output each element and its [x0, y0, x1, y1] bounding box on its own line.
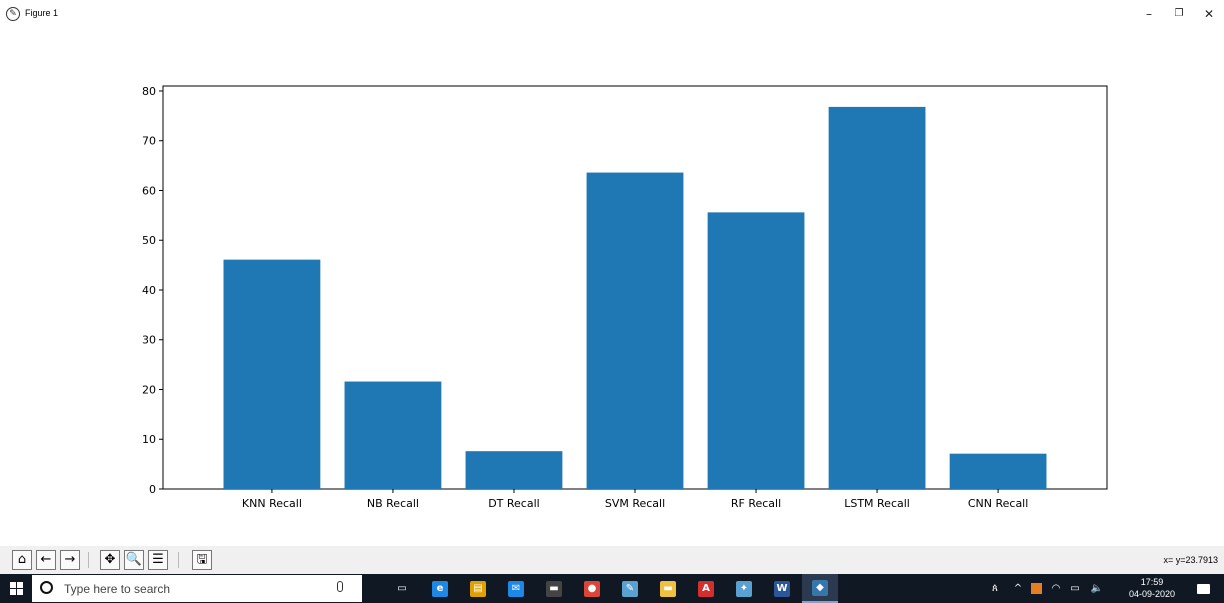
tray-orange-app-icon	[1030, 582, 1042, 594]
matplotlib-toolbar: ⌂ ← → ✥ 🔍 ☰ 🖫 x= y=23.7913	[0, 546, 1224, 574]
y-tick-label: 70	[142, 135, 156, 148]
x-tick-label: DT Recall	[488, 497, 540, 510]
people-icon[interactable]: ጰ	[992, 583, 998, 594]
microphone-icon[interactable]	[337, 581, 343, 592]
cursor-coordinates: x= y=23.7913	[1163, 555, 1218, 565]
window-title: Figure 1	[25, 8, 59, 18]
save-icon[interactable]: 🖫	[192, 550, 212, 570]
minimize-button[interactable]: –	[1146, 7, 1152, 21]
taskbar-clock[interactable]: 17:59 04-09-2020	[1122, 576, 1182, 602]
window-titlebar: ✎ Figure 1 – ❐ ✕	[0, 0, 1224, 30]
y-tick-label: 50	[142, 234, 156, 247]
bar-lstm-recall	[828, 106, 926, 489]
store-icon: ▤	[470, 580, 486, 597]
search-placeholder: Type here to search	[64, 582, 171, 596]
taskbar-app-edge[interactable]: e	[422, 574, 458, 603]
edge-icon: e	[432, 580, 448, 597]
y-tick-label: 20	[142, 383, 156, 396]
zoom-icon[interactable]: 🔍	[124, 550, 144, 570]
notepad-icon: ✎	[622, 580, 638, 597]
bar-nb-recall	[344, 381, 442, 489]
taskbar-app-task-view[interactable]: ▭	[384, 574, 420, 603]
bar-cnn-recall	[949, 453, 1047, 489]
figure-canvas[interactable]: 0 10 20 30 40 50 60 70 80 KNN Recall NB Recall DT …	[0, 30, 1224, 546]
action-center-button[interactable]	[1188, 574, 1218, 603]
taskbar-app-terminal[interactable]: ▬	[536, 574, 572, 603]
task-view-icon: ▭	[394, 580, 410, 597]
x-tick-label: RF Recall	[731, 497, 781, 510]
windows-taskbar: Type here to search ▭ e ▤ ✉ ▬ ● ✎ ▬ A ✦ W ◆ ጰ ^ ◠ ▭…	[0, 574, 1224, 603]
taskbar-app-paint[interactable]: ✦	[726, 574, 762, 603]
y-tick-label: 60	[142, 184, 156, 197]
file-explorer-icon: ▬	[660, 580, 676, 597]
restore-button[interactable]: ❐	[1174, 8, 1184, 19]
search-icon	[40, 581, 53, 594]
notification-icon	[1196, 583, 1210, 594]
y-tick-label: 0	[149, 483, 156, 496]
x-tick-label: NB Recall	[367, 497, 419, 510]
volume-icon[interactable]: 🔈	[1090, 583, 1104, 594]
taskbar-app-python[interactable]: ◆	[802, 574, 838, 603]
x-tick-label: KNN Recall	[242, 497, 302, 510]
tray-chevron-icon[interactable]: ^	[1013, 583, 1023, 594]
configure-subplots-icon[interactable]: ☰	[148, 550, 168, 570]
bar-dt-recall	[465, 451, 563, 489]
tray-app-icon[interactable]	[1028, 574, 1044, 603]
taskbar-app-file-explorer[interactable]: ▬	[650, 574, 686, 603]
back-arrow-icon[interactable]: ←	[36, 550, 56, 570]
acrobat-icon: A	[698, 580, 714, 597]
taskbar-app-store[interactable]: ▤	[460, 574, 496, 603]
python-icon: ◆	[812, 579, 828, 596]
y-tick-label: 40	[142, 284, 156, 297]
close-button[interactable]: ✕	[1203, 7, 1215, 21]
bar-rf-recall	[707, 212, 805, 489]
x-tick-label: CNN Recall	[968, 497, 1028, 510]
taskbar-app-chrome[interactable]: ●	[574, 574, 610, 603]
word-icon: W	[774, 580, 790, 597]
taskbar-app-word[interactable]: W	[764, 574, 800, 603]
x-tick-label: SVM Recall	[605, 497, 665, 510]
forward-arrow-icon[interactable]: →	[60, 550, 80, 570]
clock-date: 04-09-2020	[1128, 589, 1176, 599]
pan-icon[interactable]: ✥	[100, 550, 120, 570]
y-tick-label: 30	[142, 334, 156, 347]
toolbar-separator	[88, 552, 89, 568]
taskbar-search-box[interactable]: Type here to search	[32, 575, 362, 602]
mail-icon: ✉	[508, 580, 524, 597]
paint-icon: ✦	[736, 580, 752, 597]
bar-svm-recall	[586, 172, 684, 489]
windows-logo-icon	[9, 582, 23, 595]
home-icon[interactable]: ⌂	[12, 550, 32, 570]
terminal-icon: ▬	[546, 580, 562, 597]
x-tick-label: LSTM Recall	[844, 497, 910, 510]
y-tick-label: 80	[142, 85, 156, 98]
taskbar-app-acrobat[interactable]: A	[688, 574, 724, 603]
matplotlib-app-icon: ✎	[6, 7, 20, 21]
taskbar-app-notepad[interactable]: ✎	[612, 574, 648, 603]
y-tick-label: 10	[142, 433, 156, 446]
wifi-icon[interactable]: ◠	[1051, 583, 1061, 594]
chrome-icon: ●	[584, 580, 600, 597]
battery-icon[interactable]: ▭	[1070, 583, 1080, 594]
clock-time: 17:59	[1140, 577, 1164, 587]
taskbar-app-mail[interactable]: ✉	[498, 574, 534, 603]
bar-knn-recall	[223, 259, 321, 489]
start-button[interactable]	[0, 574, 32, 603]
toolbar-separator	[178, 552, 179, 568]
